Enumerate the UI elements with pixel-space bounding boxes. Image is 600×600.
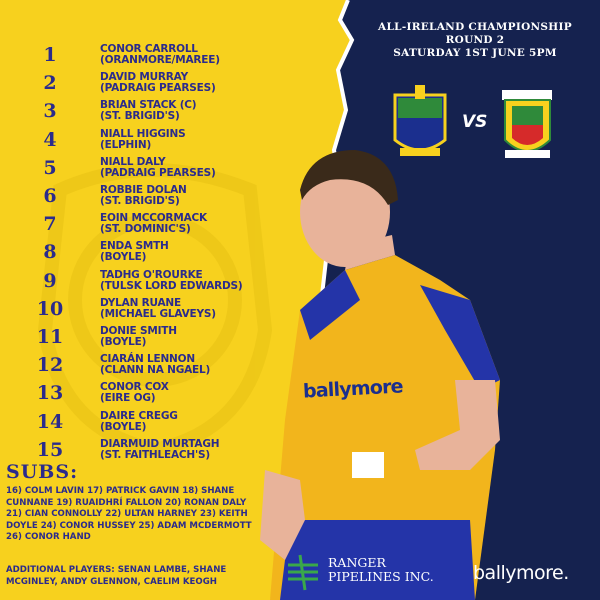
player-club: (ORANMORE/MAREE) [100,54,220,66]
player-entry: BRIAN STACK (C) (ST. BRIGID'S) [100,99,197,123]
ranger-line2: PIPELINES INC. [328,569,434,584]
player-number: 14 [36,410,64,433]
player-club: (ST. BRIGID'S) [100,195,180,207]
competition-title: ALL-IRELAND CHAMPIONSHIP [378,21,572,33]
player-club: (MICHAEL GLAVEYS) [100,307,216,320]
player-entry: CONOR CARROLL (ORANMORE/MAREE) [100,44,220,66]
player-number: 7 [43,213,57,236]
player-name: TADHG O'ROURKE [100,268,203,281]
player-name: NIALL DALY [100,155,166,168]
player-club: (BOYLE) [100,420,147,433]
player-number: 15 [36,438,64,461]
round-label: ROUND 2 [445,34,505,46]
player-name: NIALL HIGGINS [100,127,186,140]
player-name: CIARÁN LENNON [100,353,195,366]
player-entry: DAIRE CREGG (BOYLE) [100,409,178,433]
player-number: 1 [43,44,57,66]
player-club: (ST. BRIGID'S) [100,110,180,123]
player-club: (CLANN NA NGAEL) [100,364,211,377]
player-club: (ELPHIN) [100,138,152,151]
player-number: 3 [43,100,57,123]
player-entry: DYLAN RUANE (MICHAEL GLAVEYS) [100,296,216,320]
player-number: 13 [36,382,64,405]
player-photo [260,150,500,600]
additional-players: ADDITIONAL PLAYERS: SENAN LAMBE, SHANE M… [6,565,227,587]
player-entry: EOIN MCCORMACK (ST. DOMINIC'S) [100,213,207,235]
subs-heading: SUBS: [6,461,79,483]
player-number: 4 [43,128,57,151]
player-number: 10 [36,297,64,320]
roscommon-crest-icon [393,85,447,156]
player-club: (ST. DOMINIC'S) [100,223,191,236]
player-number: 2 [43,72,57,95]
ranger-line1: RANGER [328,555,386,570]
player-name: ROBBIE DOLAN [100,184,187,196]
player-entry: NIALL DALY (PADRAIG PEARSES) [100,155,216,179]
ranger-pipelines-logo: RANGER PIPELINES INC. [328,556,434,584]
player-club: (PADRAIG PEARSES) [100,82,216,95]
player-name: CONOR CARROLL [100,43,198,55]
mayo-crest-icon [502,90,552,158]
player-entry: CONOR COX (EIRE OG) [100,382,169,404]
match-header: ALL-IRELAND CHAMPIONSHIP ROUND 2 SATURDA… [350,21,600,60]
player-club: (EIRE OG) [100,392,156,405]
player-number: 8 [43,241,57,264]
player-number: 9 [43,269,57,292]
player-name: BRIAN STACK (C) [100,99,197,112]
player-entry: NIALL HIGGINS (ELPHIN) [100,127,186,151]
player-entry: DAVID MURRAY (PADRAIG PEARSES) [100,72,216,94]
ranger-logo-icon [288,554,318,591]
player-entry: DONIE SMITH (BOYLE) [100,326,177,348]
player-entry: ENDA SMTH (BOYLE) [100,241,169,263]
player-number: 5 [43,156,57,179]
player-name: DIARMUID MURTAGH [100,437,220,450]
vs-label: VS [462,112,488,132]
subs-list: 16) COLM LAVIN 17) PATRICK GAVIN 18) SHA… [6,486,252,542]
watermark-crest [37,163,273,458]
player-number: 12 [36,354,64,377]
player-entry: CIARÁN LENNON (CLANN NA NGAEL) [100,354,210,376]
player-name: DAIRE CREGG [100,409,178,422]
player-name: DAVID MURRAY [100,71,189,84]
player-name: ENDA SMTH [100,240,169,253]
player-club: (ST. FAITHLEACH'S) [100,448,210,461]
player-name: CONOR COX [100,381,169,394]
player-name: EOIN MCCORMACK [100,212,207,225]
player-number: 11 [36,326,64,348]
player-name: DYLAN RUANE [100,296,181,309]
player-entry: ROBBIE DOLAN (ST. BRIGID'S) [100,185,187,207]
yellow-panel [0,0,352,600]
player-entry: TADHG O'ROURKE (TULSK LORD EDWARDS) [100,268,243,292]
player-club: (BOYLE) [100,336,147,348]
player-name: DONIE SMITH [100,325,177,337]
player-entry: DIARMUID MURTAGH (ST. FAITHLEACH'S) [100,437,220,461]
ballymore-logo: ballymore. [473,562,569,584]
player-club: (TULSK LORD EDWARDS) [100,279,243,292]
player-club: (BOYLE) [100,251,147,264]
match-datetime: SATURDAY 1ST JUNE 5PM [393,47,557,59]
player-number: 6 [43,185,57,207]
player-club: (PADRAIG PEARSES) [100,166,216,179]
